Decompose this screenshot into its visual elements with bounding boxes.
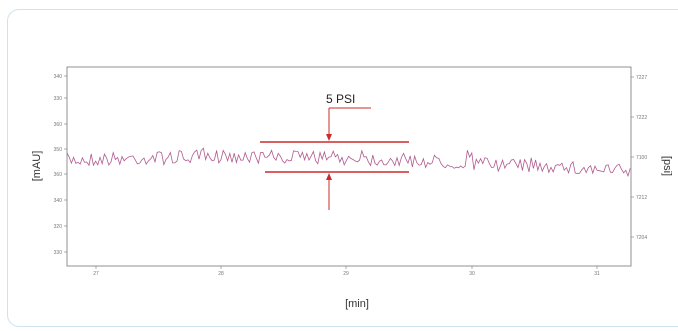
arrow-head-down-icon [326, 134, 332, 141]
y-tick-label: 340 [54, 198, 63, 204]
plot-frame [66, 66, 632, 267]
y2-tick-label: 7212 [636, 195, 647, 201]
y2-tick-label: 7227 [636, 75, 647, 81]
x-tick-label: 27 [93, 271, 99, 277]
y2-tick-label: 7204 [636, 235, 647, 241]
y-tick-label: 320 [54, 224, 63, 230]
y-tick-label: 360 [54, 172, 63, 178]
x-tick-label: 31 [594, 271, 600, 277]
y2-axis-title: [psi] [661, 156, 673, 176]
y2-tick-label: 7100 [636, 155, 647, 161]
y-tick-label: 360 [54, 122, 63, 128]
x-tick-label: 29 [343, 271, 349, 277]
x-tick-label: 28 [218, 271, 224, 277]
pressure-annotation: 5 PSI [260, 92, 409, 210]
series-line [66, 147, 631, 178]
x-tick-label: 30 [469, 271, 475, 277]
x-axis-title: [min] [345, 298, 369, 310]
annotation-label: 5 PSI [326, 92, 355, 106]
y2-tick-label: 7222 [636, 115, 647, 121]
arrow-head-up-icon [326, 173, 332, 180]
y-tick-label: 330 [54, 96, 63, 102]
y-tick-label: 350 [54, 147, 63, 153]
y-tick-label: 330 [54, 250, 63, 256]
y-axis-title: [mAU] [31, 151, 43, 182]
y-tick-label: 340 [54, 74, 63, 80]
